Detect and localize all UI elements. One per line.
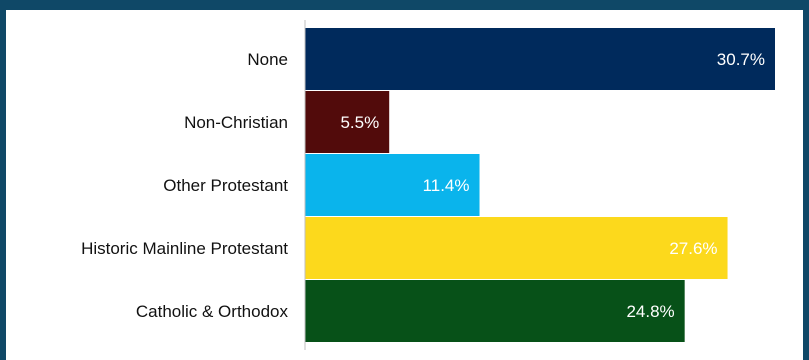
bar-catholic-orthodox bbox=[305, 280, 685, 342]
value-label-other-protestant: 11.4% bbox=[423, 176, 470, 195]
category-label-non-christian: Non-Christian bbox=[184, 113, 288, 132]
category-label-other-protestant: Other Protestant bbox=[163, 176, 288, 195]
bars-layer bbox=[305, 28, 775, 342]
bar-none bbox=[305, 28, 775, 90]
value-label-none: 30.7% bbox=[717, 50, 765, 69]
category-label-historic-mainline-protestant: Historic Mainline Protestant bbox=[81, 239, 288, 258]
category-label-catholic-orthodox: Catholic & Orthodox bbox=[136, 302, 289, 321]
bar-non-christian bbox=[305, 91, 390, 153]
value-label-historic-mainline-protestant: 27.6% bbox=[669, 239, 717, 258]
value-label-non-christian: 5.5% bbox=[340, 113, 379, 132]
bar-historic-mainline-protestant bbox=[305, 217, 728, 279]
bar-other-protestant bbox=[305, 154, 480, 216]
value-label-catholic-orthodox: 24.8% bbox=[626, 302, 674, 321]
category-label-none: None bbox=[247, 50, 288, 69]
labels-layer: None 30.7% Non-Christian 5.5% Other Protesta… bbox=[81, 50, 765, 321]
